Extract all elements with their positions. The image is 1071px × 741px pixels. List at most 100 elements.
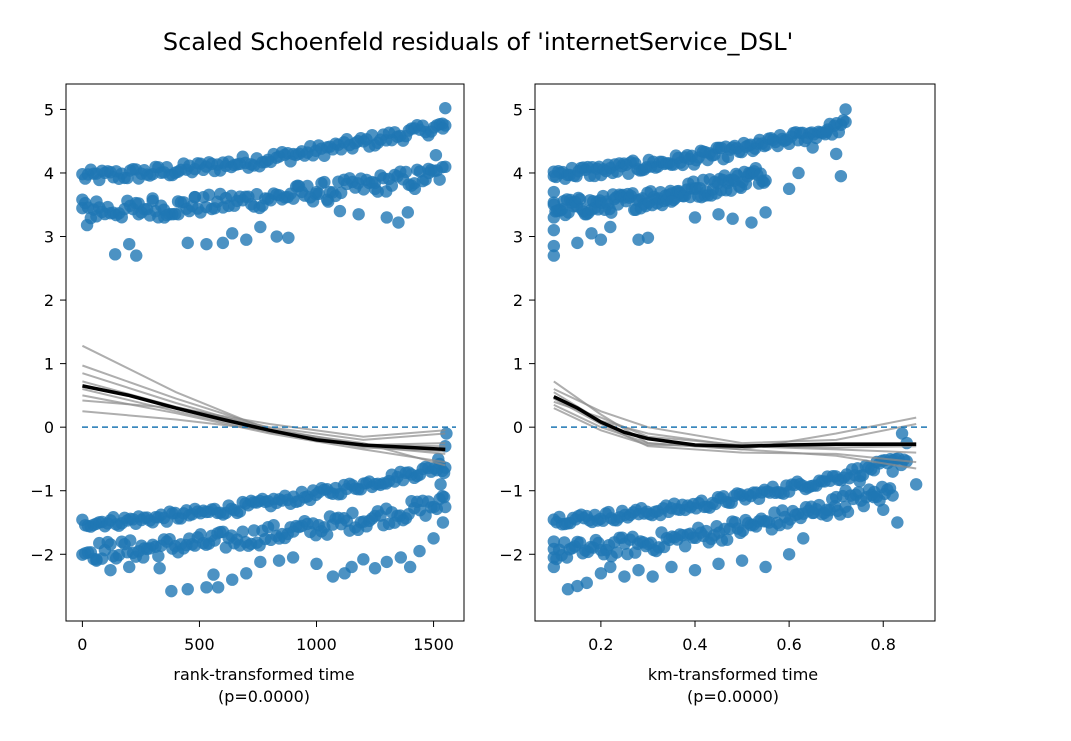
bootstrap-line — [82, 394, 446, 464]
residual-point — [437, 490, 451, 504]
residual-point — [301, 179, 314, 193]
residual-point — [429, 148, 443, 162]
residual-point — [439, 160, 452, 174]
y-tick-label: −1 — [30, 482, 54, 501]
residual-point — [368, 182, 382, 196]
residual-point — [346, 506, 359, 520]
plot-area — [547, 103, 927, 596]
bootstrap-line — [553, 397, 917, 464]
residual-point — [573, 193, 587, 206]
residual-point — [678, 540, 692, 553]
residual-point — [181, 583, 194, 596]
residual-point — [322, 195, 335, 208]
residual-point — [547, 535, 561, 548]
residual-point — [124, 534, 137, 547]
x-axis-label-km: km-transformed time — [648, 665, 818, 684]
residual-point — [571, 236, 584, 250]
residual-point — [399, 165, 413, 179]
residual-point — [561, 583, 575, 596]
y-tick-label: 1 — [513, 355, 523, 374]
residual-point — [726, 212, 739, 225]
residual-point — [188, 190, 201, 204]
residual-point — [146, 192, 159, 205]
residual-point — [282, 231, 295, 244]
bootstrap-line — [82, 399, 446, 438]
residual-point — [291, 179, 304, 192]
residual-point — [829, 490, 843, 504]
bootstrap-line — [553, 380, 917, 451]
y-tick-label: 1 — [44, 355, 54, 374]
residual-point — [200, 237, 213, 251]
residual-point — [272, 554, 286, 567]
lowess-fit-line — [82, 384, 446, 452]
residual-point — [433, 173, 446, 186]
residual-point — [797, 532, 810, 545]
residual-point — [104, 563, 117, 577]
residual-point — [352, 208, 365, 221]
residual-point — [310, 557, 323, 571]
residual-point — [547, 185, 561, 199]
x-tick-label: 0.2 — [588, 635, 613, 654]
residual-point — [610, 546, 624, 559]
residual-point — [604, 220, 617, 234]
residual-point — [385, 179, 399, 192]
y-tick-label: 0 — [513, 418, 523, 437]
residual-point — [547, 211, 561, 224]
residual-point — [200, 581, 213, 594]
residual-point — [886, 489, 899, 502]
x-axis-pvalue-km: (p=0.0000) — [687, 687, 779, 706]
residual-point — [90, 195, 103, 208]
residual-point — [158, 211, 171, 224]
residual-point — [403, 560, 417, 574]
residual-point — [735, 554, 749, 567]
residual-point — [688, 211, 702, 224]
residual-point — [392, 216, 405, 229]
residual-point — [580, 576, 593, 590]
residual-point — [867, 490, 881, 504]
residual-point — [226, 573, 239, 586]
residual-point — [547, 198, 561, 211]
residual-point — [839, 115, 852, 129]
y-tick-label: −2 — [30, 545, 54, 564]
residual-point — [439, 500, 452, 514]
residual-point — [839, 103, 852, 116]
residual-point — [240, 567, 253, 580]
residual-point — [547, 551, 561, 564]
residual-point — [202, 188, 216, 202]
residual-point — [436, 122, 450, 135]
residual-point — [820, 503, 833, 516]
y-tick-label: −1 — [499, 482, 523, 501]
residual-point — [286, 551, 300, 564]
residual-point — [153, 562, 166, 575]
residual-point — [368, 562, 382, 575]
residual-point — [547, 169, 561, 183]
residual-point — [380, 211, 393, 224]
residual-point — [759, 174, 772, 187]
residual-point — [820, 125, 833, 138]
residual-point — [759, 206, 772, 219]
axes-frame — [65, 83, 465, 622]
y-tick-label: 3 — [513, 228, 523, 247]
residual-point — [720, 533, 734, 547]
figure-title: Scaled Schoenfeld residuals of 'internet… — [163, 28, 793, 56]
residual-point — [357, 553, 370, 566]
residual-point — [326, 570, 340, 583]
residual-point — [594, 567, 608, 580]
x-tick-label: 0 — [77, 635, 87, 654]
residual-point — [172, 208, 185, 221]
residual-point — [226, 227, 239, 240]
residual-point — [571, 579, 584, 593]
residual-point — [547, 560, 561, 574]
residual-point — [123, 560, 136, 574]
residual-point — [267, 519, 280, 532]
y-tick-label: 2 — [513, 291, 523, 310]
residual-point — [427, 532, 440, 545]
residual-point — [130, 249, 143, 262]
residual-point — [839, 484, 852, 497]
residual-point — [547, 223, 561, 237]
x-tick-label: 0.4 — [682, 635, 707, 654]
residual-point — [90, 554, 103, 567]
y-tick-label: 3 — [44, 228, 54, 247]
residual-point — [380, 555, 393, 569]
residual-point — [132, 208, 145, 221]
